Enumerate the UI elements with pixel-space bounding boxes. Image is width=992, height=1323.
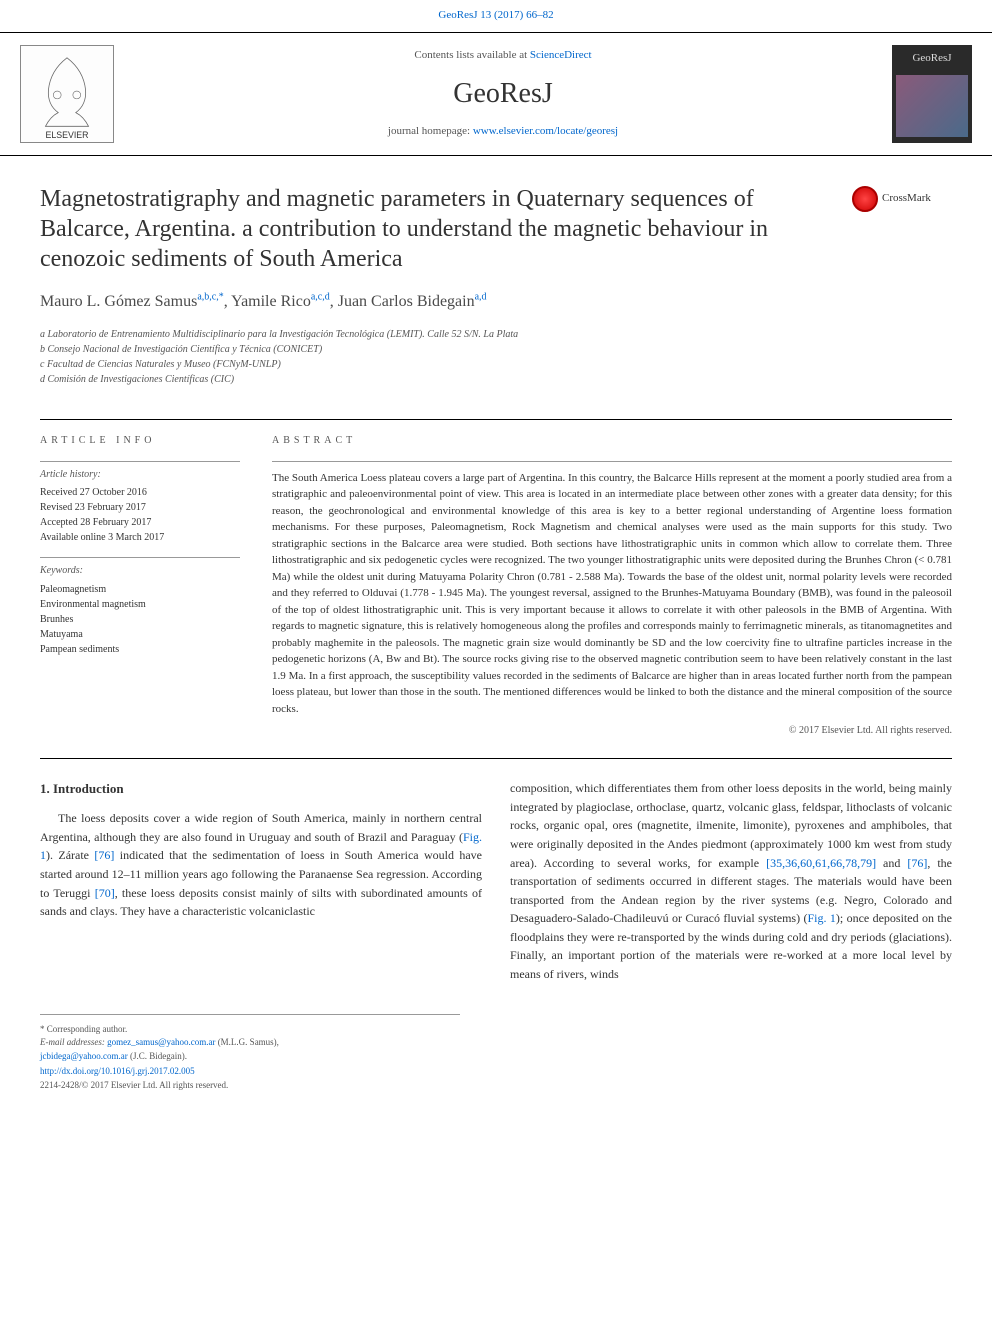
cover-image — [896, 75, 968, 137]
section-heading: 1. Introduction — [40, 779, 482, 799]
cite-ref[interactable]: [76] — [94, 848, 114, 862]
email-link-2[interactable]: jcbidega@yahoo.com.ar — [40, 1051, 128, 1061]
info-heading: article info — [40, 434, 240, 449]
article-info: article info Article history: Received 2… — [40, 434, 240, 738]
crossmark-icon — [852, 186, 878, 212]
info-abstract-row: article info Article history: Received 2… — [0, 420, 992, 738]
author-name: Yamile Rico — [231, 293, 311, 310]
history-block: Article history: Received 27 October 201… — [40, 461, 240, 546]
page-citation: GeoResJ 13 (2017) 66–82 — [0, 0, 992, 32]
abstract: abstract The South America Loess plateau… — [272, 434, 952, 738]
crossmark-text: CrossMark — [882, 191, 931, 207]
contents-line: Contents lists available at ScienceDirec… — [130, 48, 876, 64]
header-center: Contents lists available at ScienceDirec… — [130, 48, 876, 140]
history-item: Revised 23 February 2017 — [40, 500, 240, 515]
footer-block: * Corresponding author. E-mail addresses… — [40, 1014, 460, 1093]
affiliation-line: d Comisión de Investigaciones Científica… — [40, 372, 832, 387]
homepage-link[interactable]: www.elsevier.com/locate/georesj — [473, 125, 618, 137]
author-sup: a,c,d — [311, 292, 330, 303]
email-name-2: (J.C. Bidegain). — [128, 1051, 187, 1061]
publisher-logo: ELSEVIER — [20, 45, 114, 143]
doi-link[interactable]: http://dx.doi.org/10.1016/j.grj.2017.02.… — [40, 1066, 195, 1076]
history-item: Available online 3 March 2017 — [40, 530, 240, 545]
cite-ref[interactable]: [76] — [907, 856, 927, 870]
body-col-left: 1. Introduction The loess deposits cover… — [40, 779, 482, 994]
abstract-body: The South America Loess plateau covers a… — [272, 472, 952, 715]
body-col-right: composition, which differentiates them f… — [510, 779, 952, 994]
author-sup: a,d — [475, 292, 487, 303]
body-divider — [40, 758, 952, 759]
cite-ref[interactable]: [70] — [95, 886, 115, 900]
abstract-copyright: © 2017 Elsevier Ltd. All rights reserved… — [272, 723, 952, 738]
issn-line: 2214-2428/© 2017 Elsevier Ltd. All right… — [40, 1079, 460, 1093]
email-link-1[interactable]: gomez_samus@yahoo.com.ar — [107, 1037, 215, 1047]
homepage-line: journal homepage: www.elsevier.com/locat… — [130, 124, 876, 140]
abstract-heading: abstract — [272, 434, 952, 449]
keyword-item: Environmental magnetism — [40, 597, 240, 612]
author-sup: a,b,c,* — [197, 292, 223, 303]
journal-cover: GeoResJ — [892, 45, 972, 143]
corresponding-note: * Corresponding author. — [40, 1023, 460, 1037]
body-columns: 1. Introduction The loess deposits cover… — [0, 779, 992, 994]
contents-prefix: Contents lists available at — [414, 49, 529, 61]
cite-ref[interactable]: [35,36,60,61,66,78,79] — [766, 856, 876, 870]
body-para-1: The loess deposits cover a wide region o… — [40, 809, 482, 921]
keyword-item: Paleomagnetism — [40, 582, 240, 597]
body-para-2: composition, which differentiates them f… — [510, 779, 952, 984]
homepage-prefix: journal homepage: — [388, 125, 473, 137]
journal-header: ELSEVIER Contents lists available at Sci… — [0, 32, 992, 156]
email-label: E-mail addresses: — [40, 1037, 107, 1047]
history-item: Accepted 28 February 2017 — [40, 515, 240, 530]
keyword-item: Brunhes — [40, 612, 240, 627]
history-label: Article history: — [40, 468, 240, 483]
article-title: Magnetostratigraphy and magnetic paramet… — [40, 184, 832, 274]
keyword-item: Pampean sediments — [40, 642, 240, 657]
title-section: Magnetostratigraphy and magnetic paramet… — [0, 156, 992, 405]
citation-link[interactable]: GeoResJ 13 (2017) 66–82 — [438, 9, 553, 21]
affiliation-line: a Laboratorio de Entrenamiento Multidisc… — [40, 327, 832, 342]
svg-text:ELSEVIER: ELSEVIER — [45, 130, 88, 140]
affiliations: a Laboratorio de Entrenamiento Multidisc… — [40, 327, 832, 387]
email-line: E-mail addresses: gomez_samus@yahoo.com.… — [40, 1036, 460, 1063]
authors-line: Mauro L. Gómez Samusa,b,c,*, Yamile Rico… — [40, 290, 832, 313]
journal-name: GeoResJ — [130, 74, 876, 115]
affiliation-line: c Facultad de Ciencias Naturales y Museo… — [40, 357, 832, 372]
keywords-block: Keywords: PaleomagnetismEnvironmental ma… — [40, 557, 240, 657]
cover-title: GeoResJ — [912, 51, 951, 67]
email-name-1: (M.L.G. Samus), — [215, 1037, 279, 1047]
fig-ref[interactable]: Fig. 1 — [807, 911, 835, 925]
author-name: Juan Carlos Bidegain — [338, 293, 475, 310]
keywords-label: Keywords: — [40, 564, 240, 579]
sciencedirect-link[interactable]: ScienceDirect — [530, 49, 592, 61]
abstract-text: The South America Loess plateau covers a… — [272, 461, 952, 739]
keyword-item: Matuyama — [40, 627, 240, 642]
affiliation-line: b Consejo Nacional de Investigación Cien… — [40, 342, 832, 357]
crossmark-badge[interactable]: CrossMark — [852, 184, 952, 214]
author-name: Mauro L. Gómez Samus — [40, 293, 197, 310]
elsevier-tree-icon: ELSEVIER — [21, 46, 113, 142]
history-item: Received 27 October 2016 — [40, 485, 240, 500]
